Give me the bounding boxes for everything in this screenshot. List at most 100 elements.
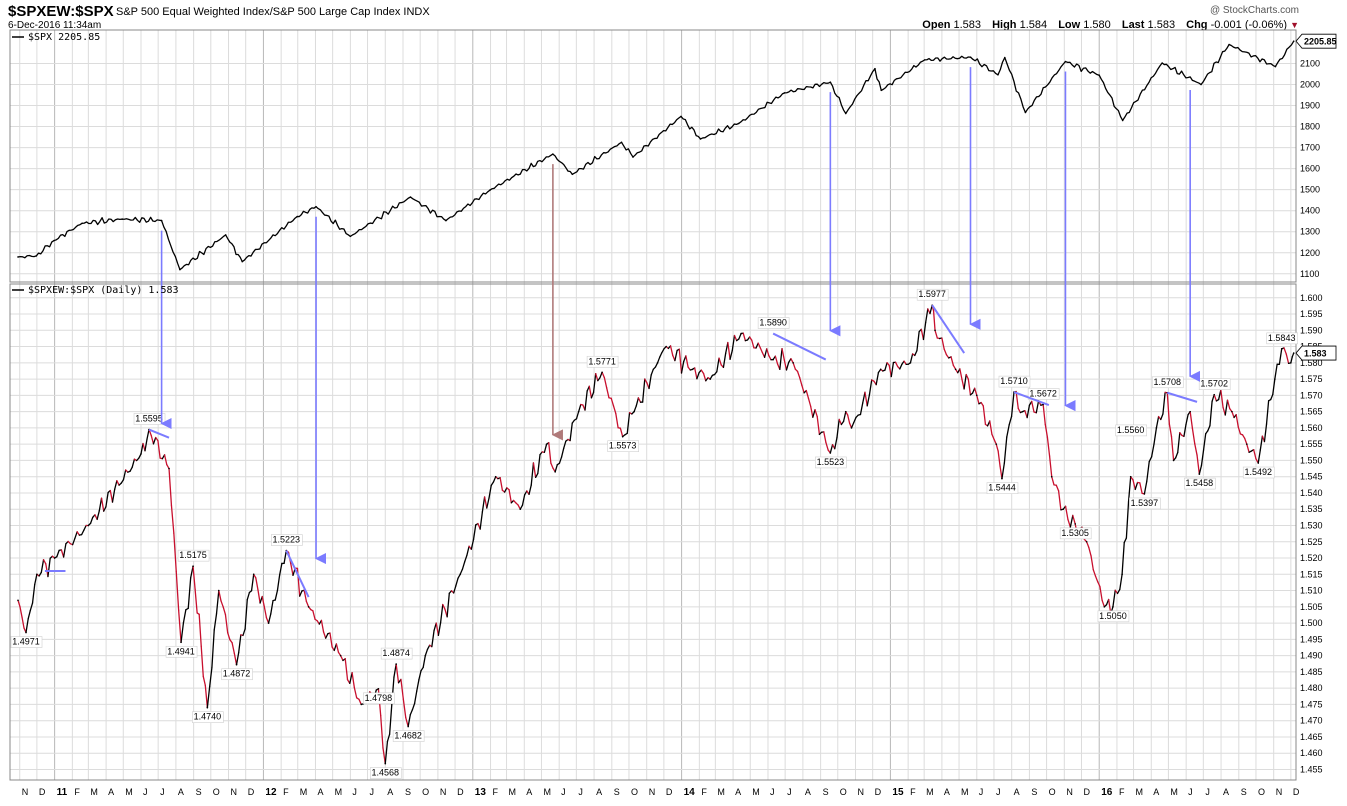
- ratio-series-segment: [19, 606, 23, 618]
- ratio-data-point: [1213, 393, 1215, 396]
- ratio-series-segment: [941, 337, 945, 350]
- ratio-series-segment: [413, 690, 418, 705]
- value-annotation: 1.4872: [223, 669, 251, 679]
- ratio-series-segment: [1189, 410, 1194, 430]
- ratio-series-segment: [1220, 389, 1224, 409]
- ratio-series-segment: [1160, 413, 1164, 421]
- ratio-series-segment: [661, 348, 665, 354]
- value-annotation: 1.4740: [194, 712, 222, 722]
- x-tick-label: M: [300, 787, 308, 797]
- ratio-series-segment: [140, 442, 144, 455]
- trendline: [1166, 391, 1198, 403]
- ratio-series-segment: [299, 590, 303, 597]
- ratio-series-segment: [508, 489, 512, 504]
- ratio-series-segment: [420, 666, 424, 672]
- ratio-data-point: [384, 762, 387, 765]
- ratio-series-segment: [276, 574, 281, 592]
- ratio-series-segment: [543, 443, 548, 454]
- ratio-series-segment: [42, 559, 47, 565]
- ratio-data-point: [792, 362, 794, 364]
- ratio-series-segment: [606, 387, 610, 399]
- ratio-data-point: [844, 410, 847, 413]
- x-tick-label: S: [196, 787, 202, 797]
- ratio-series-segment: [524, 490, 528, 496]
- ratio-series-segment: [916, 331, 920, 352]
- spx-data-point: [121, 218, 123, 220]
- spx-data-point: [783, 92, 786, 94]
- x-tick-label: N: [649, 787, 656, 797]
- ratio-data-point: [1246, 443, 1248, 445]
- spx-data-point: [1200, 83, 1202, 86]
- ratio-series-segment: [1008, 415, 1013, 426]
- ratio-series-segment: [157, 439, 161, 459]
- ratio-data-point: [339, 654, 342, 657]
- x-tick-label: F: [1119, 787, 1125, 797]
- ratio-series-segment: [1017, 407, 1022, 414]
- ratio-series-segment: [111, 488, 116, 503]
- ratio-series-segment: [29, 602, 34, 611]
- value-annotation-box: [1266, 332, 1298, 345]
- value-annotation-box: [1097, 610, 1130, 623]
- ratio-series-segment: [490, 481, 495, 487]
- ratio-series-segment: [325, 633, 329, 639]
- x-tick-label: A: [596, 787, 602, 797]
- ratio-series-segment: [200, 645, 204, 678]
- ratio-series-segment: [180, 622, 185, 643]
- x-tick-label: D: [1083, 787, 1090, 797]
- spx-data-point: [738, 122, 740, 125]
- ratio-series-segment: [305, 600, 310, 608]
- x-tick-label: A: [1153, 787, 1159, 797]
- x-tick-label: S: [614, 787, 620, 797]
- ratio-series-segment: [989, 420, 993, 435]
- spx-data-point: [680, 115, 682, 118]
- ratio-y-tick-label: 1.535: [1300, 504, 1323, 514]
- ratio-series-segment: [109, 489, 114, 503]
- ratio-series-segment: [899, 363, 903, 370]
- ratio-data-point: [577, 410, 580, 413]
- spx-panel: [17, 40, 1295, 271]
- spx-data-point: [829, 81, 832, 83]
- ratio-data-point: [1062, 508, 1064, 511]
- ratio-data-point: [1143, 493, 1146, 495]
- ratio-series-segment: [1127, 476, 1132, 503]
- ratio-series-segment: [716, 357, 720, 373]
- value-annotation-box: [192, 711, 224, 723]
- spx-data-point: [489, 189, 491, 191]
- x-tick-label: J: [578, 787, 583, 797]
- ratio-series-segment: [884, 362, 888, 371]
- spx-data-point: [409, 196, 412, 198]
- ratio-series-segment: [492, 476, 497, 483]
- ratio-data-point: [377, 688, 380, 690]
- x-tick-label: A: [944, 787, 950, 797]
- ratio-series-segment: [435, 622, 440, 637]
- ratio-series-segment: [1194, 443, 1198, 456]
- ratio-series-segment: [499, 477, 504, 491]
- ratio-series-segment: [224, 613, 229, 634]
- ratio-y-tick-label: 1.465: [1300, 732, 1323, 742]
- ratio-data-point: [1112, 606, 1114, 608]
- ratio-series-segment: [1148, 456, 1153, 463]
- ratio-y-tick-label: 1.460: [1300, 748, 1323, 758]
- x-tick-label: M: [1136, 787, 1144, 797]
- value-annotation: 1.5595: [135, 414, 163, 424]
- ratio-series-segment: [554, 464, 558, 473]
- value-annotation: 1.5492: [1244, 467, 1272, 477]
- ratio-series-segment: [1265, 400, 1270, 425]
- spx-data-point: [1161, 62, 1163, 64]
- ratio-series-segment: [838, 418, 843, 426]
- ratio-y-tick-label: 1.550: [1300, 455, 1323, 465]
- ratio-series-segment: [1006, 424, 1010, 438]
- ratio-series-segment: [472, 524, 477, 541]
- ratio-data-point: [407, 725, 409, 728]
- ratio-series-segment: [38, 571, 42, 577]
- ratio-data-point: [1121, 573, 1123, 576]
- ratio-data-point: [1021, 410, 1024, 413]
- stockcharts-credit[interactable]: @ StockCharts.com: [1209, 5, 1299, 16]
- ratio-y-tick-label: 1.575: [1300, 374, 1323, 384]
- value-annotation-box: [1115, 424, 1147, 437]
- x-tick-label: F: [74, 787, 80, 797]
- ratio-series-segment: [748, 336, 753, 341]
- x-tick-label: O: [422, 787, 429, 797]
- ratio-series-segment: [1166, 392, 1171, 425]
- ratio-series-segment: [890, 361, 895, 378]
